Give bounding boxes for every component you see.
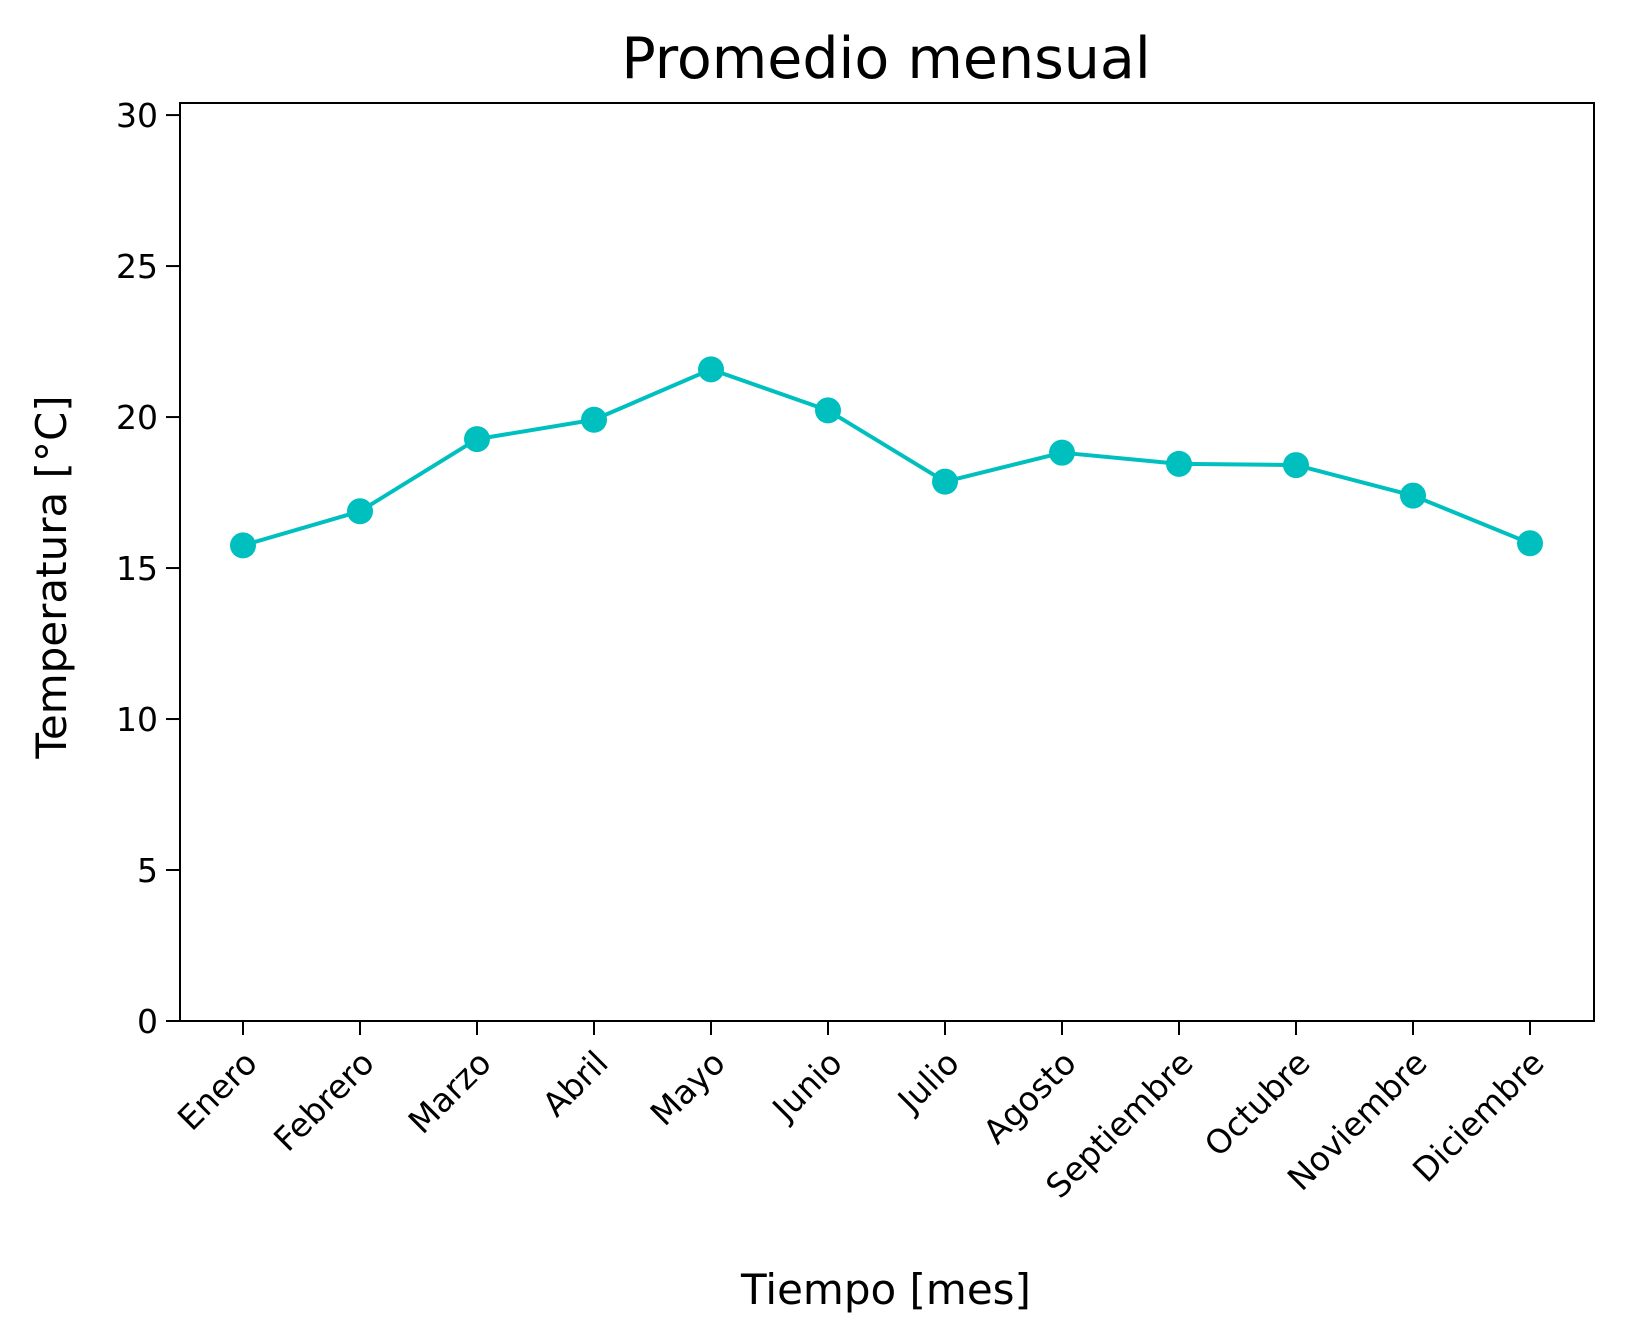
y-tick-label: 0 xyxy=(137,1002,158,1041)
x-tick-label: Abril xyxy=(535,1043,616,1124)
y-axis-label: Temperatura [°C] xyxy=(27,395,76,759)
data-point xyxy=(698,356,724,383)
y-tick-label: 30 xyxy=(116,96,158,135)
y-axis-ticks: 0 5 10 15 20 25 30 xyxy=(116,96,180,1041)
y-tick-label: 20 xyxy=(116,398,158,437)
x-tick-label: Mayo xyxy=(643,1043,733,1133)
x-tick-label: Octubre xyxy=(1197,1043,1318,1164)
x-axis-ticks: Enero Febrero Marzo Abril Mayo Junio Julio Agos… xyxy=(170,1021,1552,1206)
x-axis-label: Tiempo [mes] xyxy=(740,1265,1031,1314)
y-tick-label: 5 xyxy=(137,851,158,890)
x-tick-label: Agosto xyxy=(975,1043,1083,1151)
data-point xyxy=(1166,450,1192,477)
plot-series xyxy=(230,356,1543,559)
data-point xyxy=(1049,439,1075,466)
y-tick-label: 10 xyxy=(116,700,158,739)
y-tick-label: 25 xyxy=(116,247,158,286)
y-tick-label: 15 xyxy=(116,549,158,588)
x-tick-label: Julio xyxy=(889,1043,967,1121)
data-point xyxy=(230,532,256,559)
data-point xyxy=(1517,530,1543,557)
x-tick-label: Enero xyxy=(170,1043,265,1138)
x-tick-label: Marzo xyxy=(401,1043,499,1141)
data-point xyxy=(347,498,373,525)
data-point xyxy=(581,406,607,433)
data-point xyxy=(815,397,841,424)
x-tick-label: Febrero xyxy=(266,1043,382,1159)
data-point xyxy=(932,468,958,495)
plot-frame xyxy=(179,102,1595,1022)
series-line xyxy=(242,367,1531,548)
chart-title: Promedio mensual xyxy=(621,26,1150,92)
data-point xyxy=(1283,452,1309,479)
data-point xyxy=(1400,482,1426,509)
x-tick-label: Junio xyxy=(763,1043,849,1129)
data-point xyxy=(464,426,490,453)
